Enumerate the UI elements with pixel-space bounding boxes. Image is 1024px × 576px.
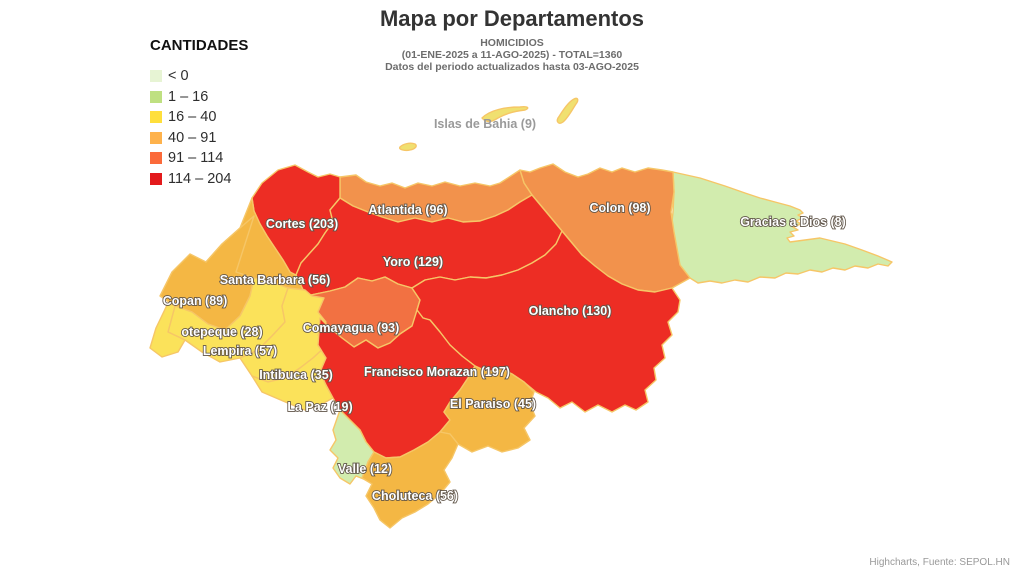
svg-text:Copan (89): Copan (89) bbox=[163, 294, 228, 308]
svg-text:Lempira (57): Lempira (57) bbox=[203, 344, 277, 358]
svg-text:Francisco Morazan (197): Francisco Morazan (197) bbox=[364, 365, 510, 379]
svg-text:Intibuca (35): Intibuca (35) bbox=[259, 368, 333, 382]
svg-text:Gracias a Dios (8): Gracias a Dios (8) bbox=[740, 215, 846, 229]
svg-text:Islas de Bahia (9): Islas de Bahia (9) bbox=[434, 117, 536, 131]
svg-text:Comayagua (93): Comayagua (93) bbox=[303, 321, 400, 335]
svg-text:Colon (98): Colon (98) bbox=[589, 201, 650, 215]
svg-text:Olancho (130): Olancho (130) bbox=[529, 304, 612, 318]
svg-text:Atlantida (96): Atlantida (96) bbox=[368, 203, 447, 217]
svg-text:Santa Barbara (56): Santa Barbara (56) bbox=[220, 273, 330, 287]
svg-text:Valle (12): Valle (12) bbox=[338, 462, 392, 476]
svg-text:Choluteca (56): Choluteca (56) bbox=[372, 489, 458, 503]
svg-text:El Paraiso (45): El Paraiso (45) bbox=[450, 397, 536, 411]
svg-text:La Paz (19): La Paz (19) bbox=[287, 400, 352, 414]
svg-text:Yoro (129): Yoro (129) bbox=[383, 255, 443, 269]
svg-text:otepeque (28): otepeque (28) bbox=[181, 325, 262, 339]
svg-text:Cortes (203): Cortes (203) bbox=[266, 217, 338, 231]
